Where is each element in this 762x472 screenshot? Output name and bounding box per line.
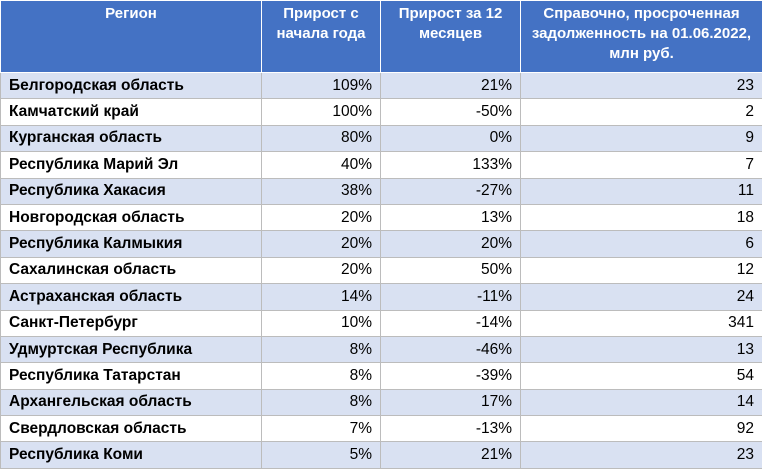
overdue-debt-cell: 14 [520,388,762,417]
region-cell: Белгородская область [0,71,262,100]
growth-ytd-cell: 8% [261,362,381,390]
growth-ytd-cell: 7% [261,415,381,443]
region-cell: Свердловская область [0,415,262,443]
growth-12m-cell: 0% [380,124,521,153]
overdue-debt-cell: 6 [520,230,762,258]
region-cell: Сахалинская область [0,256,262,285]
table-row: Республика Татарстан 8% -39% 54 [0,362,762,390]
growth-ytd-cell: 20% [261,256,381,285]
growth-12m-cell: -11% [380,283,521,311]
header-row: Регион Прирост с начала года Прирост за … [0,0,762,73]
region-cell: Удмуртская Республика [0,335,262,364]
region-cell: Архангельская область [0,388,262,417]
overdue-debt-cell: 92 [520,415,762,443]
column-header-region: Регион [0,0,262,73]
growth-ytd-cell: 8% [261,388,381,417]
table-row: Курганская область 80% 0% 9 [0,124,762,153]
table-row: Республика Марий Эл 40% 133% 7 [0,151,762,179]
growth-ytd-cell: 38% [261,177,381,205]
growth-12m-cell: 20% [380,230,521,258]
column-header-growth-12m: Прирост за 12 месяцев [380,0,521,73]
region-cell: Республика Татарстан [0,362,262,390]
growth-12m-cell: -50% [380,98,521,126]
region-cell: Республика Марий Эл [0,151,262,179]
growth-ytd-cell: 80% [261,124,381,153]
growth-ytd-cell: 40% [261,151,381,179]
overdue-debt-cell: 18 [520,203,762,232]
region-cell: Республика Коми [0,441,262,469]
growth-12m-cell: 21% [380,441,521,469]
region-cell: Новгородская область [0,203,262,232]
overdue-debt-cell: 2 [520,98,762,126]
growth-ytd-cell: 8% [261,335,381,364]
region-cell: Астраханская область [0,283,262,311]
overdue-debt-cell: 9 [520,124,762,153]
table-row: Санкт-Петербург 10% -14% 341 [0,309,762,337]
table-row: Сахалинская область 20% 50% 12 [0,256,762,285]
overdue-debt-cell: 11 [520,177,762,205]
region-cell: Республика Калмыкия [0,230,262,258]
region-cell: Курганская область [0,124,262,153]
overdue-debt-cell: 24 [520,283,762,311]
growth-12m-cell: 17% [380,388,521,417]
overdue-debt-cell: 7 [520,151,762,179]
table-body: Белгородская область 109% 21% 23 Камчатский … [0,71,762,469]
overdue-debt-cell: 12 [520,256,762,285]
growth-12m-cell: 13% [380,203,521,232]
table-row: Белгородская область 109% 21% 23 [0,71,762,100]
table-row: Свердловская область 7% -13% 92 [0,415,762,443]
column-header-growth-ytd: Прирост с начала года [261,0,381,73]
overdue-debt-cell: 13 [520,335,762,364]
growth-ytd-cell: 100% [261,98,381,126]
table-row: Удмуртская Республика 8% -46% 13 [0,335,762,364]
table-row: Республика Коми 5% 21% 23 [0,441,762,469]
growth-ytd-cell: 10% [261,309,381,337]
table-row: Республика Хакасия 38% -27% 11 [0,177,762,205]
table-row: Архангельская область 8% 17% 14 [0,388,762,417]
growth-12m-cell: 50% [380,256,521,285]
growth-12m-cell: -39% [380,362,521,390]
growth-12m-cell: -27% [380,177,521,205]
table-row: Астраханская область 14% -11% 24 [0,283,762,311]
region-cell: Республика Хакасия [0,177,262,205]
table-row: Камчатский край 100% -50% 2 [0,98,762,126]
growth-12m-cell: 133% [380,151,521,179]
table-row: Новгородская область 20% 13% 18 [0,203,762,232]
table-row: Республика Калмыкия 20% 20% 6 [0,230,762,258]
growth-ytd-cell: 14% [261,283,381,311]
growth-ytd-cell: 5% [261,441,381,469]
growth-ytd-cell: 109% [261,71,381,100]
growth-ytd-cell: 20% [261,203,381,232]
region-cell: Камчатский край [0,98,262,126]
growth-ytd-cell: 20% [261,230,381,258]
growth-12m-cell: 21% [380,71,521,100]
overdue-debt-cell: 341 [520,309,762,337]
overdue-debt-cell: 54 [520,362,762,390]
overdue-debt-cell: 23 [520,441,762,469]
region-cell: Санкт-Петербург [0,309,262,337]
overdue-debt-cell: 23 [520,71,762,100]
growth-12m-cell: -14% [380,309,521,337]
column-header-overdue-debt: Справочно, просроченная задолженность на… [520,0,762,73]
growth-12m-cell: -13% [380,415,521,443]
growth-12m-cell: -46% [380,335,521,364]
table-header: Регион Прирост с начала года Прирост за … [0,0,762,73]
